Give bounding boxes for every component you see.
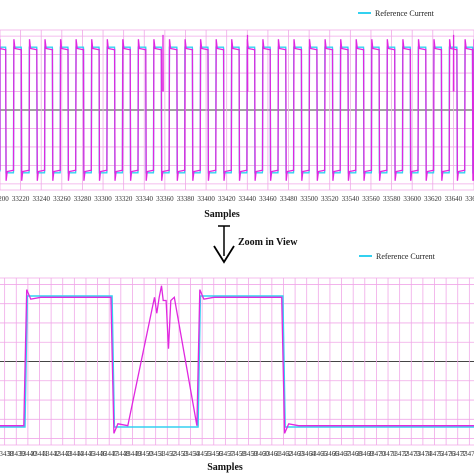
bottom-tick-label-0: 33438 (0, 450, 14, 458)
top-chart: 3320033220332403326033280333003332033340… (0, 9, 474, 220)
bottom-tick-label-10: 33448 (112, 450, 130, 458)
top-tick-label-18: 33560 (362, 195, 380, 203)
bottom-tick-label-18: 33456 (205, 450, 223, 458)
bottom-x-ticks: 3343833439334403344133442334433344433445… (0, 450, 474, 458)
top-tick-label-4: 33280 (74, 195, 92, 203)
bottom-tick-label-9: 33447 (100, 450, 118, 458)
bottom-tick-label-27: 33465 (310, 450, 328, 458)
bottom-tick-label-40: 33478 (461, 450, 474, 458)
bottom-tick-label-38: 33476 (437, 450, 455, 458)
bottom-tick-label-39: 33477 (449, 450, 467, 458)
bottom-tick-label-7: 33445 (77, 450, 95, 458)
top-series-reference-current (0, 46, 474, 174)
bottom-series-reference-current (0, 295, 474, 428)
top-tick-label-7: 33340 (136, 195, 154, 203)
top-tick-label-10: 33400 (197, 195, 215, 203)
bottom-tick-label-15: 33453 (170, 450, 188, 458)
top-series (0, 34, 474, 181)
bottom-tick-label-19: 33457 (217, 450, 235, 458)
top-x-ticks: 3320033220332403326033280333003332033340… (0, 195, 474, 203)
bottom-tick-label-29: 33467 (333, 450, 351, 458)
bottom-tick-label-28: 33466 (321, 450, 339, 458)
zoom-label: Zoom in View (238, 237, 298, 248)
bottom-tick-label-22: 33460 (251, 450, 269, 458)
bottom-grid (0, 277, 474, 446)
bottom-series-measured-0 (0, 285, 474, 434)
bottom-tick-label-31: 33469 (356, 450, 374, 458)
bottom-tick-label-17: 33455 (193, 450, 211, 458)
top-tick-label-19: 33580 (383, 195, 401, 203)
bottom-tick-label-30: 33468 (344, 450, 362, 458)
bottom-tick-label-36: 33474 (414, 450, 432, 458)
top-tick-label-8: 33360 (156, 195, 174, 203)
bottom-tick-label-26: 33464 (298, 450, 316, 458)
top-tick-label-6: 33320 (115, 195, 133, 203)
top-tick-label-21: 33620 (424, 195, 442, 203)
bottom-tick-label-13: 33451 (147, 450, 165, 458)
bottom-tick-label-25: 33463 (286, 450, 304, 458)
bottom-tick-label-32: 33470 (368, 450, 386, 458)
bottom-tick-label-16: 33454 (182, 450, 200, 458)
top-x-axis-label: Samples (204, 209, 240, 220)
top-tick-label-9: 33380 (177, 195, 195, 203)
bottom-tick-label-24: 33462 (275, 450, 293, 458)
bottom-tick-label-8: 33446 (89, 450, 107, 458)
bottom-tick-label-3: 33441 (31, 450, 49, 458)
top-tick-label-14: 33480 (280, 195, 298, 203)
bottom-tick-label-12: 33450 (135, 450, 153, 458)
top-tick-label-13: 33460 (259, 195, 277, 203)
bottom-tick-label-23: 33461 (263, 450, 281, 458)
top-tick-label-11: 33420 (218, 195, 236, 203)
zoom-annotation: Zoom in View (213, 225, 298, 264)
top-tick-label-20: 33600 (403, 195, 421, 203)
bottom-tick-label-34: 33472 (391, 450, 409, 458)
top-tick-label-17: 33540 (342, 195, 360, 203)
bottom-tick-label-20: 33458 (228, 450, 246, 458)
top-tick-label-23: 33660 (465, 195, 474, 203)
top-tick-label-16: 33520 (321, 195, 339, 203)
top-tick-label-22: 33640 (445, 195, 463, 203)
bottom-series (0, 285, 474, 434)
bottom-tick-label-4: 33442 (42, 450, 60, 458)
top-series-measured-0 (0, 39, 474, 181)
top-tick-label-1: 33220 (12, 195, 30, 203)
bottom-tick-label-37: 33475 (426, 450, 444, 458)
bottom-tick-label-1: 33439 (8, 450, 26, 458)
bottom-legend-label: Reference Current (376, 252, 436, 261)
top-tick-label-0: 33200 (0, 195, 9, 203)
top-tick-label-12: 33440 (239, 195, 257, 203)
bottom-chart: 3343833439334403344133442334433344433445… (0, 252, 474, 473)
bottom-tick-label-2: 33440 (19, 450, 37, 458)
bottom-x-axis-label: Samples (207, 462, 243, 473)
top-tick-label-2: 33240 (32, 195, 50, 203)
bottom-tick-label-33: 33471 (379, 450, 397, 458)
bottom-tick-label-6: 33444 (66, 450, 84, 458)
top-tick-label-15: 33500 (300, 195, 318, 203)
bottom-tick-label-21: 33459 (240, 450, 258, 458)
top-tick-label-5: 33300 (94, 195, 112, 203)
bottom-tick-label-14: 33452 (159, 450, 177, 458)
bottom-tick-label-5: 33443 (54, 450, 72, 458)
top-legend-label: Reference Current (375, 9, 435, 18)
bottom-legend: Reference Current (359, 252, 436, 261)
down-arrow-icon (213, 225, 235, 264)
top-tick-label-3: 33260 (53, 195, 71, 203)
bottom-tick-label-11: 33449 (124, 450, 142, 458)
bottom-tick-label-35: 33473 (403, 450, 421, 458)
top-legend: Reference Current (358, 9, 435, 18)
